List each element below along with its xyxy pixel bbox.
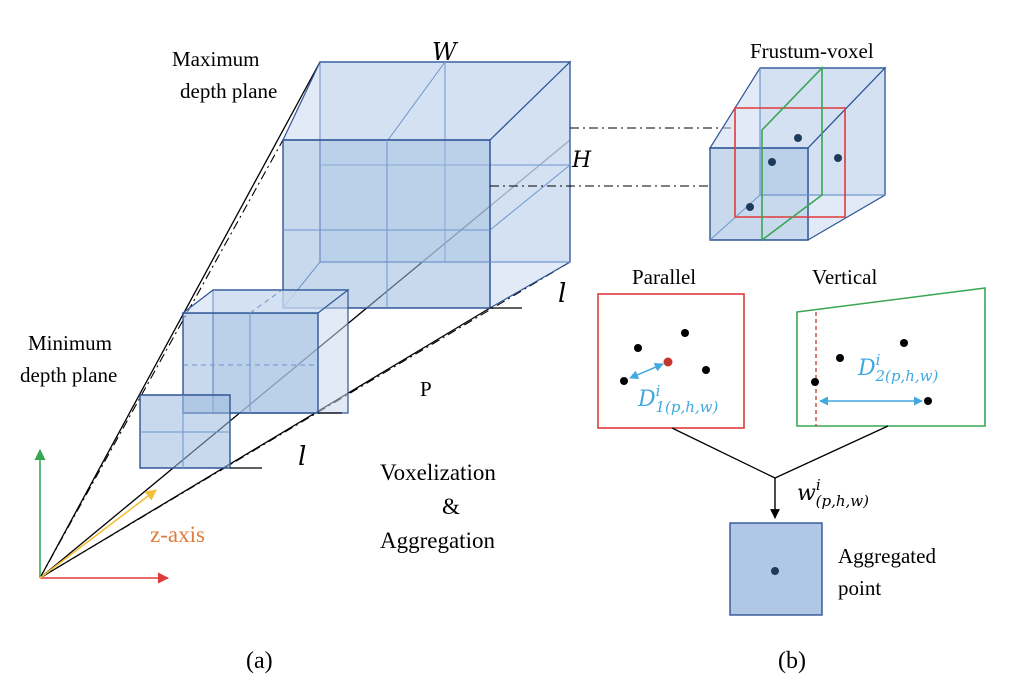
d2-symbol: Di 2(p,h,w) [857, 351, 938, 385]
parallel-label: Parallel [632, 265, 696, 289]
z-axis [39, 489, 157, 579]
d1-symbol: Di 1(p,h,w) [637, 382, 718, 416]
vertical-label: Vertical [812, 265, 877, 289]
aggregation-flow: wi (p,h,w) [671, 425, 889, 519]
frustum-voxel-box [708, 66, 887, 242]
z-axis-label: z-axis [150, 522, 205, 547]
large-voxel-cube [282, 60, 572, 310]
width-symbol: W [432, 38, 459, 66]
length-symbol-upper: l [558, 279, 566, 309]
weight-symbol: wi (p,h,w) [797, 476, 869, 510]
parallel-plane [734, 107, 846, 218]
vertical-view: Di 2(p,h,w) [796, 287, 986, 427]
aggregated-label-2: point [838, 576, 881, 600]
parallel-view: Di 1(p,h,w) [597, 293, 745, 429]
medium-voxel-cube [181, 289, 350, 414]
length-symbol-lower: l [298, 442, 306, 472]
process-label-2: & [442, 494, 460, 519]
max-depth-label-1: Maximum [172, 47, 260, 71]
process-label-3: Aggregation [380, 528, 495, 553]
height-symbol: H [571, 148, 592, 173]
process-label-1: Voxelization [380, 460, 496, 485]
coordinate-axes [34, 448, 170, 584]
aggregated-label-1: Aggregated [838, 544, 936, 568]
panel-a: Maximum depth plane Minimum depth plane … [20, 38, 735, 674]
min-depth-label-2: depth plane [20, 363, 117, 387]
panel-b-label: (b) [778, 648, 806, 674]
panel-b: Frustum-voxel Parallel Vertical [597, 39, 986, 674]
aggregated-point-box [729, 522, 823, 616]
p-label: P [420, 377, 432, 401]
frustum-voxel-label: Frustum-voxel [750, 39, 874, 63]
max-depth-label-2: depth plane [180, 79, 277, 103]
panel-a-label: (a) [246, 648, 273, 674]
small-voxel-cube [139, 394, 231, 469]
vertical-plane [761, 66, 823, 242]
min-depth-label-1: Minimum [28, 331, 112, 355]
